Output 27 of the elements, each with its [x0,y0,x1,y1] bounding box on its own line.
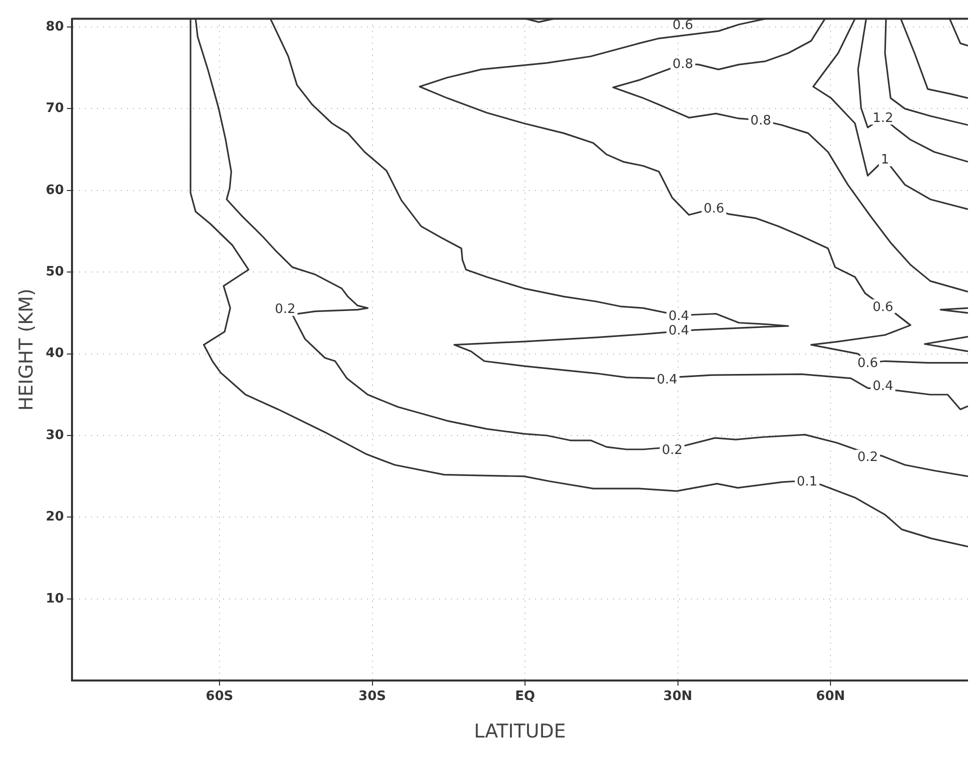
x-axis-title: LATITUDE [474,720,566,743]
annotation: 0.2 [662,442,683,458]
annotation: 0.4 [668,323,690,338]
x-tick-label: 60S [206,688,234,704]
annotation: 0.4 [656,372,678,388]
y-tick-label: 20 [46,510,64,525]
y-axis-title: HEIGHT (KM) [15,288,38,411]
y-tick-label: 70 [46,101,64,116]
annotation: 0.2 [274,302,296,318]
annotation: 1 [880,152,890,168]
annotation: 0.6 [872,300,894,315]
x-tick-label: 60N [816,688,846,704]
x-tick-label: 30N [663,688,692,704]
x-tick-label: EQ [515,688,536,704]
annotation: 0.6 [704,202,724,217]
annotation: 0.1 [796,474,818,490]
y-tick-label: 10 [46,591,64,606]
y-tick-label: 50 [46,264,64,280]
annotation: 0.6 [672,18,694,33]
annotation: 0.2 [857,450,878,466]
y-tick-label: 60 [46,182,64,198]
y-tick-label: 40 [46,346,64,362]
y-tick-label: 30 [46,428,64,443]
annotation: 0.6 [857,356,878,372]
annotation: 0.4 [872,379,894,394]
x-tick-label: 30S [358,688,386,704]
y-tick-label: 80 [46,19,64,34]
